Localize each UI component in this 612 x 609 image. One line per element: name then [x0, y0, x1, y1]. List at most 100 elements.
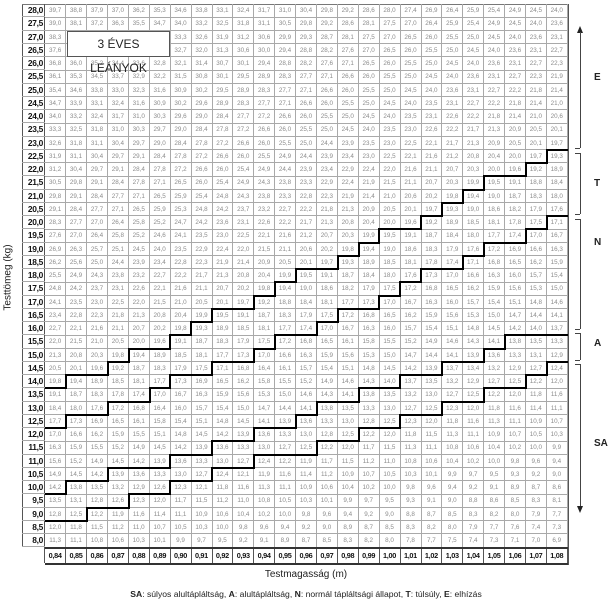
category-boundary-line — [295, 268, 318, 270]
table-cell: 21,9 — [337, 189, 359, 204]
table-cell: 21,1 — [107, 322, 129, 336]
table-cell: 22,5 — [400, 136, 422, 151]
legend-text: súlyos alultápláltság, — [146, 589, 227, 599]
table-cell: 13,5 — [45, 494, 67, 508]
table-cell: 9,5 — [483, 467, 506, 482]
table-cell: 27,1 — [316, 70, 338, 84]
table-cell: 13,2 — [442, 375, 464, 389]
table-cell: 26,6 — [233, 136, 255, 151]
table-cell: 8,7 — [295, 534, 318, 548]
table-cell: 7,7 — [483, 520, 506, 535]
table-cell: 26,5 — [400, 30, 422, 45]
table-cell: 21,7 — [191, 269, 213, 283]
table-cell: 22,2 — [170, 269, 192, 283]
table-cell: 14,4 — [421, 348, 443, 363]
row-weight-label: 15,0 — [22, 349, 45, 362]
table-cell: 24,5 — [337, 123, 359, 137]
row-weight-label: 17,0 — [22, 296, 45, 309]
table-cell: 21,0 — [379, 189, 401, 204]
table-cell: 30,4 — [65, 163, 88, 177]
table-cell: 21,0 — [86, 335, 109, 349]
table-cell: 26,9 — [421, 4, 443, 18]
table-cell: 25,5 — [400, 57, 422, 71]
table-cell: 16,2 — [233, 375, 255, 389]
table-cell: 24,9 — [65, 269, 88, 283]
table-cell: 17,2 — [483, 242, 506, 257]
table-cell: 13,3 — [316, 414, 338, 429]
table-cell: 29,3 — [295, 30, 318, 45]
table-cell: 34,7 — [149, 17, 171, 31]
table-cell: 9,0 — [316, 520, 338, 535]
table-cell: 13,5 — [421, 375, 443, 389]
table-cell: 26,6 — [254, 123, 276, 137]
table-cell: 15,9 — [107, 428, 129, 442]
table-cell: 8,6 — [546, 481, 568, 495]
table-cell: 10,0 — [379, 481, 401, 495]
table-cell: 21,1 — [191, 282, 213, 296]
table-cell: 15,7 — [463, 295, 485, 310]
table-cell: 15,9 — [483, 282, 506, 296]
category-boundary-line — [463, 188, 485, 191]
table-cell: 24,8 — [191, 202, 213, 217]
table-cell: 13,6 — [483, 348, 506, 363]
table-cell: 17,1 — [463, 255, 485, 270]
table-cell: 23,1 — [233, 216, 255, 230]
category-boundary-line — [337, 307, 360, 310]
row-weight-label: 25,5 — [22, 70, 45, 84]
table-cell: 23,1 — [107, 282, 129, 296]
table-cell: 25,5 — [358, 83, 380, 98]
table-cell: 27,4 — [400, 4, 422, 18]
table-cell: 11,8 — [442, 414, 464, 429]
table-cell: 32,0 — [191, 43, 213, 58]
table-cell: 20,7 — [128, 322, 150, 336]
category-boundary-line — [483, 347, 506, 350]
bracket-tick — [575, 364, 580, 365]
table-cell: 19,0 — [379, 242, 401, 257]
table-cell: 18,0 — [463, 229, 485, 243]
column-height-label: 0,87 — [108, 549, 129, 564]
table-cell: 28,4 — [86, 189, 109, 204]
table-cell: 25,8 — [128, 216, 150, 230]
table-cell: 20,1 — [525, 136, 547, 151]
table-cell: 11,8 — [483, 401, 506, 416]
column-height-label: 0,88 — [129, 549, 150, 564]
table-cell: 8,9 — [504, 481, 527, 495]
table-cell: 13,2 — [483, 361, 506, 376]
category-boundary-line — [399, 281, 402, 297]
table-cell: 31,7 — [107, 110, 129, 124]
row-weight-label: 14,5 — [22, 362, 45, 375]
table-cell: 27,1 — [337, 57, 359, 71]
table-cell: 33,6 — [128, 57, 150, 71]
table-cell: 24,9 — [483, 17, 506, 31]
table-cell: 12,0 — [421, 414, 443, 429]
category-boundary-line — [64, 374, 67, 390]
table-cell: 20,5 — [274, 255, 297, 270]
row-weight-label: 18,0 — [22, 269, 45, 283]
table-cell: 13,2 — [107, 481, 129, 495]
category-boundary-line — [525, 162, 548, 164]
table-cell: 21,4 — [504, 110, 527, 124]
table-cell: 20,8 — [149, 308, 171, 323]
category-boundary-line — [295, 453, 318, 456]
table-cell: 27,8 — [191, 136, 213, 151]
table-cell: 26,0 — [337, 83, 359, 98]
table-cell: 19,1 — [400, 229, 422, 243]
table-cell: 23,5 — [191, 229, 213, 243]
table-cell: 13,6 — [212, 441, 234, 455]
table-cell: 23,6 — [525, 30, 547, 45]
table-cell: 23,5 — [65, 295, 88, 310]
row-weight-label: 26,0 — [22, 57, 45, 71]
table-cell: 12,0 — [504, 388, 527, 402]
table-cell: 14,6 — [295, 388, 318, 402]
table-cell: 21,4 — [546, 83, 568, 98]
category-boundary-line — [253, 427, 255, 443]
table-cell: 20,1 — [546, 123, 568, 137]
table-cell: 16,8 — [233, 361, 255, 376]
table-cell: 16,8 — [358, 308, 380, 323]
category-boundary-line — [358, 427, 381, 429]
table-cell: 20,9 — [358, 202, 380, 217]
table-cell: 21,3 — [483, 123, 506, 137]
table-cell: 11,1 — [504, 414, 527, 429]
table-cell: 21,6 — [86, 322, 109, 336]
table-cell: 9,6 — [421, 481, 443, 495]
